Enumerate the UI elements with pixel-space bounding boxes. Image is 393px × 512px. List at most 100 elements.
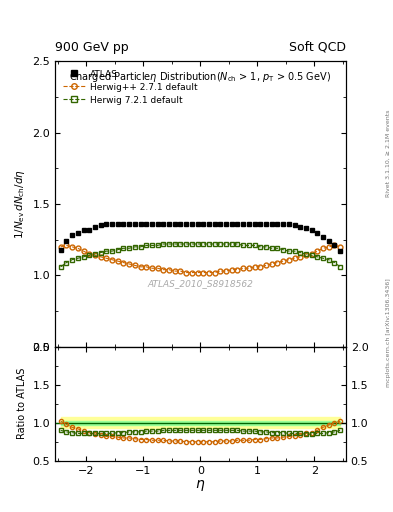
Herwig 7.2.1 default — [338, 264, 342, 270]
X-axis label: $\eta$: $\eta$ — [195, 478, 206, 494]
Legend: ATLAS, Herwig++ 2.7.1 default, Herwig 7.2.1 default: ATLAS, Herwig++ 2.7.1 default, Herwig 7.… — [59, 66, 202, 109]
Herwig 7.2.1 default — [167, 241, 171, 247]
ATLAS — [127, 221, 132, 227]
Herwig 7.2.1 default — [127, 245, 132, 251]
Herwig++ 2.7.1 default — [321, 245, 325, 251]
Herwig 7.2.1 default — [292, 248, 297, 254]
ATLAS — [321, 234, 325, 240]
ATLAS — [224, 221, 228, 227]
Herwig 7.2.1 default — [201, 241, 206, 247]
Text: 900 GeV pp: 900 GeV pp — [55, 41, 129, 54]
Herwig++ 2.7.1 default — [64, 242, 69, 248]
Herwig 7.2.1 default — [161, 241, 166, 247]
ATLAS — [303, 225, 308, 231]
Herwig 7.2.1 default — [81, 254, 86, 260]
ATLAS — [189, 221, 194, 227]
Text: mcplots.cern.ch [arXiv:1306.3436]: mcplots.cern.ch [arXiv:1306.3436] — [386, 279, 391, 387]
ATLAS — [315, 229, 320, 236]
Herwig++ 2.7.1 default — [315, 248, 320, 254]
Herwig 7.2.1 default — [104, 248, 109, 254]
Herwig 7.2.1 default — [155, 242, 160, 248]
Y-axis label: $1/N_{\mathrm{ev}}\,dN_{\mathrm{ch}}/d\eta$: $1/N_{\mathrm{ev}}\,dN_{\mathrm{ch}}/d\e… — [13, 169, 27, 239]
Line: Herwig++ 2.7.1 default: Herwig++ 2.7.1 default — [61, 245, 340, 272]
ATLAS — [75, 229, 80, 236]
Herwig 7.2.1 default — [189, 241, 194, 247]
Herwig 7.2.1 default — [173, 241, 177, 247]
Herwig 7.2.1 default — [64, 260, 69, 266]
ATLAS — [218, 221, 223, 227]
Herwig 7.2.1 default — [87, 252, 92, 259]
Herwig 7.2.1 default — [269, 245, 274, 251]
ATLAS — [59, 247, 63, 253]
Herwig++ 2.7.1 default — [326, 244, 331, 250]
Herwig 7.2.1 default — [195, 241, 200, 247]
Herwig 7.2.1 default — [93, 251, 97, 257]
ATLAS — [332, 242, 337, 248]
Herwig 7.2.1 default — [121, 245, 126, 251]
Herwig++ 2.7.1 default — [212, 269, 217, 275]
ATLAS — [207, 221, 211, 227]
Herwig 7.2.1 default — [98, 249, 103, 255]
ATLAS — [269, 221, 274, 227]
Herwig 7.2.1 default — [59, 264, 63, 270]
Herwig 7.2.1 default — [75, 255, 80, 261]
Herwig 7.2.1 default — [321, 255, 325, 261]
Herwig++ 2.7.1 default — [252, 264, 257, 270]
ATLAS — [173, 221, 177, 227]
Herwig++ 2.7.1 default — [235, 267, 240, 273]
Herwig++ 2.7.1 default — [144, 264, 149, 270]
Herwig 7.2.1 default — [116, 247, 120, 253]
Herwig++ 2.7.1 default — [218, 268, 223, 274]
Herwig++ 2.7.1 default — [332, 242, 337, 248]
ATLAS — [121, 221, 126, 227]
Herwig 7.2.1 default — [315, 254, 320, 260]
ATLAS — [212, 221, 217, 227]
Herwig++ 2.7.1 default — [298, 254, 303, 260]
ATLAS — [132, 221, 137, 227]
Herwig++ 2.7.1 default — [93, 252, 97, 259]
Herwig++ 2.7.1 default — [98, 254, 103, 260]
ATLAS — [144, 221, 149, 227]
Herwig 7.2.1 default — [258, 244, 263, 250]
ATLAS — [201, 221, 206, 227]
ATLAS — [264, 221, 268, 227]
ATLAS — [110, 221, 114, 227]
Herwig++ 2.7.1 default — [87, 251, 92, 257]
Herwig 7.2.1 default — [286, 248, 291, 254]
ATLAS — [104, 221, 109, 227]
ATLAS — [275, 221, 280, 227]
Herwig++ 2.7.1 default — [155, 265, 160, 271]
Herwig++ 2.7.1 default — [104, 255, 109, 261]
ATLAS — [241, 221, 246, 227]
Herwig++ 2.7.1 default — [184, 269, 189, 275]
Herwig++ 2.7.1 default — [150, 265, 154, 271]
Herwig++ 2.7.1 default — [178, 268, 183, 274]
Y-axis label: Ratio to ATLAS: Ratio to ATLAS — [17, 368, 27, 439]
Herwig 7.2.1 default — [224, 241, 228, 247]
Herwig 7.2.1 default — [132, 244, 137, 250]
Herwig 7.2.1 default — [235, 241, 240, 247]
ATLAS — [138, 221, 143, 227]
Herwig++ 2.7.1 default — [207, 269, 211, 275]
Herwig 7.2.1 default — [264, 244, 268, 250]
Herwig++ 2.7.1 default — [127, 261, 132, 267]
Text: Charged Particle$\eta$ Distribution($N_{\mathrm{ch}}$ > 1, $p_\mathrm{T}$ > 0.5 : Charged Particle$\eta$ Distribution($N_{… — [70, 70, 331, 84]
Herwig 7.2.1 default — [178, 241, 183, 247]
Herwig 7.2.1 default — [281, 247, 285, 253]
Herwig++ 2.7.1 default — [303, 252, 308, 259]
ATLAS — [281, 221, 285, 227]
ATLAS — [195, 221, 200, 227]
Herwig 7.2.1 default — [138, 244, 143, 250]
ATLAS — [81, 227, 86, 233]
ATLAS — [150, 221, 154, 227]
Herwig++ 2.7.1 default — [81, 248, 86, 254]
Text: Rivet 3.1.10, ≥ 2.1M events: Rivet 3.1.10, ≥ 2.1M events — [386, 110, 391, 197]
ATLAS — [64, 238, 69, 244]
Herwig++ 2.7.1 default — [75, 245, 80, 251]
ATLAS — [230, 221, 234, 227]
Herwig 7.2.1 default — [303, 251, 308, 257]
Herwig++ 2.7.1 default — [292, 255, 297, 261]
Herwig++ 2.7.1 default — [70, 244, 75, 250]
ATLAS — [235, 221, 240, 227]
Herwig++ 2.7.1 default — [338, 244, 342, 250]
